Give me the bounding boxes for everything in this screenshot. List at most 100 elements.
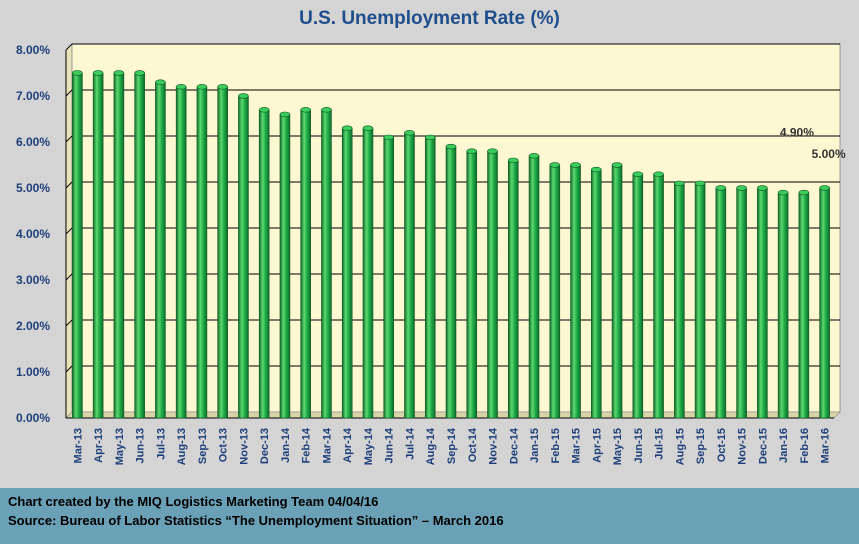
bar-Jan-15 xyxy=(528,153,540,419)
bar xyxy=(404,132,415,419)
bar-Nov-13 xyxy=(238,93,249,419)
x-tick-label: Dec-13 xyxy=(259,428,271,464)
bar-Jun-13 xyxy=(134,70,145,419)
x-tick-label: Mar-16 xyxy=(820,428,832,463)
x-tick-label: Jun-15 xyxy=(633,428,645,463)
data-label: 4.90% xyxy=(780,126,814,140)
bar-cap xyxy=(736,185,747,191)
bar xyxy=(777,192,789,419)
x-tick-label: Oct-14 xyxy=(467,427,479,462)
bar xyxy=(570,164,581,419)
bar-cap xyxy=(300,107,311,113)
bar xyxy=(757,187,768,419)
bar-cap xyxy=(591,166,602,173)
bar-Jun-14 xyxy=(383,134,395,419)
bar-Oct-15 xyxy=(715,185,727,419)
bar xyxy=(72,72,83,419)
bar-Jan-16 xyxy=(777,189,789,419)
bar xyxy=(674,183,685,419)
x-tick-label: Jul-15 xyxy=(654,428,666,460)
bar xyxy=(155,81,166,419)
y-tick-label: 6.00% xyxy=(16,135,50,149)
bar-cap xyxy=(466,148,478,154)
x-tick-label: May-13 xyxy=(114,428,126,465)
bar-Jul-14 xyxy=(404,130,415,419)
bar xyxy=(279,114,291,419)
x-tick-label: Nov-15 xyxy=(737,428,749,465)
bar-cap xyxy=(694,180,706,187)
gridline-diagonal xyxy=(65,89,73,97)
bar-cap xyxy=(92,70,104,76)
bar-cap xyxy=(196,84,208,90)
bar-Oct-14 xyxy=(466,148,478,419)
bar-Sep-13 xyxy=(196,84,208,419)
bar xyxy=(819,187,830,419)
bar-cap xyxy=(819,185,830,191)
x-tick-label: Jan-14 xyxy=(280,427,292,463)
bar-cap xyxy=(134,70,145,76)
bar-cap xyxy=(757,185,768,191)
bar-Jul-13 xyxy=(155,79,166,419)
bar-cap xyxy=(424,134,436,141)
bar-Jun-15 xyxy=(632,171,644,419)
bar-cap xyxy=(321,107,332,113)
bar xyxy=(736,187,747,419)
x-tick-label: Jan-15 xyxy=(529,428,541,463)
bar xyxy=(798,192,810,419)
bar-Apr-14 xyxy=(341,125,353,419)
footer: Chart created by the MIQ Logistics Marke… xyxy=(0,488,859,544)
bar-Aug-13 xyxy=(175,84,187,419)
bar xyxy=(466,150,478,419)
bar-cap xyxy=(632,171,644,177)
x-tick-label: May-15 xyxy=(612,428,624,465)
bar-Aug-15 xyxy=(674,180,685,419)
x-tick-label: Apr-15 xyxy=(591,428,603,463)
x-tick-label: Feb-14 xyxy=(301,427,313,463)
bar-Aug-14 xyxy=(424,134,436,419)
bar-cap xyxy=(611,162,623,168)
bar-cap xyxy=(528,153,540,159)
bar-Jan-14 xyxy=(279,111,291,419)
source-text: Source: Bureau of Labor Statistics “The … xyxy=(8,513,504,528)
bar xyxy=(653,173,664,419)
bar xyxy=(632,173,644,419)
bar-Jul-15 xyxy=(653,171,664,419)
bar-Apr-13 xyxy=(92,70,104,419)
bar-cap xyxy=(155,79,166,85)
bar xyxy=(175,86,187,419)
x-tick-label: Aug-13 xyxy=(176,428,188,465)
bar xyxy=(507,160,519,419)
bar xyxy=(258,109,270,419)
bar xyxy=(424,137,436,419)
bar xyxy=(196,86,208,419)
bar-Mar-13 xyxy=(72,70,83,419)
x-tick-label: Apr-14 xyxy=(342,427,354,463)
gridline-diagonal xyxy=(65,319,73,327)
chart-title: U.S. Unemployment Rate (%) xyxy=(299,8,560,29)
x-tick-label: Oct-13 xyxy=(218,428,230,462)
bar xyxy=(383,137,395,419)
bar xyxy=(300,109,311,419)
x-tick-label: Aug-15 xyxy=(674,428,686,465)
y-tick-label: 0.00% xyxy=(16,411,50,425)
x-tick-label: Mar-15 xyxy=(571,428,583,463)
bar-cap xyxy=(777,189,789,196)
x-tick-label: Jun-14 xyxy=(384,427,396,463)
bar xyxy=(341,127,353,419)
bar-cap xyxy=(341,125,353,131)
bar-cap xyxy=(715,185,727,191)
y-tick-label: 5.00% xyxy=(16,181,50,195)
bar-Dec-14 xyxy=(507,157,519,419)
x-tick-label: Jan-16 xyxy=(778,428,790,463)
y-tick-label: 8.00% xyxy=(16,43,50,57)
x-tick-label: Apr-13 xyxy=(93,428,105,463)
bar xyxy=(238,95,249,419)
bar xyxy=(487,150,498,419)
gridline-diagonal xyxy=(65,43,73,51)
x-tick-label: Dec-14 xyxy=(508,427,520,464)
bar-cap xyxy=(487,148,498,154)
bar-Oct-13 xyxy=(217,84,228,419)
bar-cap xyxy=(217,84,228,90)
bar-cap xyxy=(549,162,561,168)
bar-cap xyxy=(238,93,249,99)
